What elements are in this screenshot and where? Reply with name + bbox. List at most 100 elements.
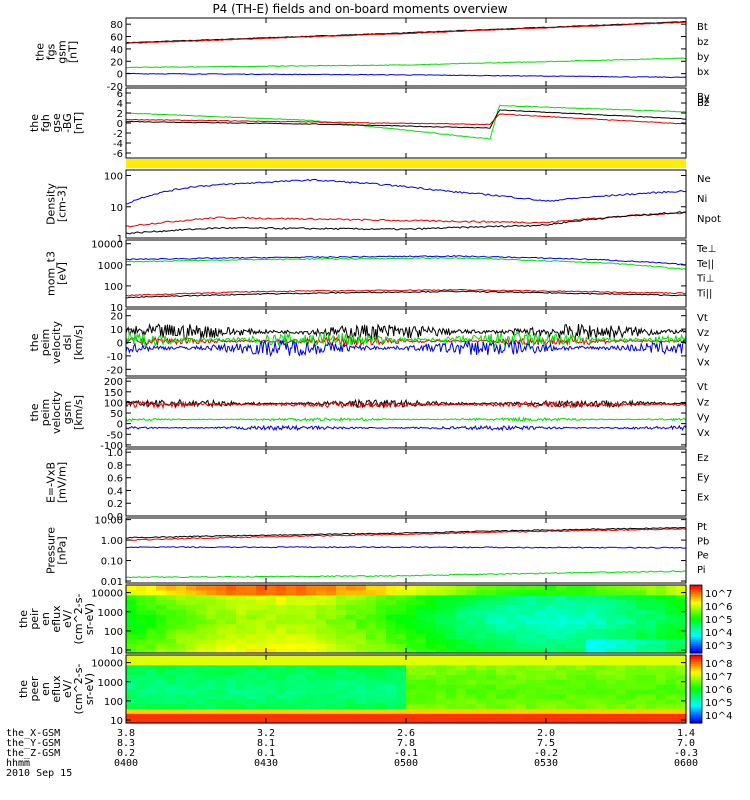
spectrogram-cell xyxy=(356,643,367,649)
spectrogram-cell xyxy=(276,609,287,615)
spectrogram-cell xyxy=(176,679,187,685)
spectrogram-cell xyxy=(456,693,467,700)
spectrogram-cell xyxy=(126,689,137,695)
spectrogram-cell xyxy=(646,623,657,630)
spectrogram-cell xyxy=(546,638,557,644)
spectrogram-cell xyxy=(126,713,137,719)
spectrogram-cell xyxy=(156,718,167,724)
spectrogram-cell xyxy=(666,614,677,620)
spectrogram-cell xyxy=(196,718,207,724)
colorbar-segment xyxy=(690,628,702,631)
y-axis-label-line: peer xyxy=(28,676,41,702)
spectrogram-cell xyxy=(516,643,527,649)
spectrogram-cell xyxy=(296,669,307,676)
spectrogram-cell xyxy=(266,718,277,724)
spectrogram-cell xyxy=(276,599,287,606)
ephemeris-value: 0.1 xyxy=(257,748,275,759)
spectrogram-cell xyxy=(316,698,327,705)
spectrogram-cell xyxy=(286,589,297,596)
spectrogram-cell xyxy=(176,698,187,705)
ephemeris-value: 0500 xyxy=(394,758,418,769)
spectrogram-cell xyxy=(166,708,177,714)
spectrogram-cell xyxy=(296,703,307,710)
spectrogram-cell xyxy=(596,664,607,671)
spectrogram-cell xyxy=(316,609,327,615)
spectrogram-cell xyxy=(316,684,327,690)
panels: Btbzbybx806040200-20thefgsgsm[nT]ByBxBz6… xyxy=(17,17,732,727)
spectrogram-cell xyxy=(186,609,197,615)
spectrogram-cell xyxy=(676,703,687,710)
y-axis-label-line: [cm-3] xyxy=(56,186,69,222)
spectrogram-cell xyxy=(416,698,427,705)
spectrogram-cell xyxy=(656,599,667,606)
spectrogram-cell xyxy=(606,633,617,640)
spectrogram-cell xyxy=(586,628,597,635)
spectrogram-cell xyxy=(336,619,347,625)
spectrogram-cell xyxy=(536,585,547,591)
spectrogram-cell xyxy=(306,713,317,719)
y-tick-label: -2 xyxy=(113,129,123,140)
spectrogram-cell xyxy=(486,643,497,649)
spectrogram-cell xyxy=(666,664,677,671)
spectrogram-cell xyxy=(596,589,607,596)
spectrogram-cell xyxy=(176,619,187,625)
spectrogram-cell xyxy=(526,684,537,690)
spectrogram-cell xyxy=(566,679,577,685)
spectrogram-cell xyxy=(646,713,657,719)
spectrogram-cell xyxy=(516,703,527,710)
spectrogram-cell xyxy=(156,594,167,601)
spectrogram-cell xyxy=(136,609,147,615)
spectrogram-cell xyxy=(336,638,347,644)
spectrogram-cell xyxy=(296,679,307,685)
spectrogram-cell xyxy=(556,669,567,676)
y-axis-label-line: [eV] xyxy=(56,262,69,285)
spectrogram-cell xyxy=(206,708,217,714)
spectrogram-cell xyxy=(256,659,267,666)
colorbar-segment xyxy=(690,596,702,600)
spectrogram-cell xyxy=(226,655,237,661)
spectrogram-cell xyxy=(266,693,277,700)
spectrogram-cell xyxy=(186,689,197,695)
spectrogram-cell xyxy=(206,689,217,695)
y-tick-label: 50 xyxy=(110,409,123,420)
spectrogram-cell xyxy=(596,648,607,654)
spectrogram-cell xyxy=(606,689,617,695)
spectrogram-cell xyxy=(406,589,417,596)
spectrogram-cell xyxy=(526,585,537,591)
spectrogram-cell xyxy=(506,619,517,625)
spectrogram-cell xyxy=(436,689,447,695)
spectrogram-cell xyxy=(486,669,497,676)
y-axis-label-line: eflux xyxy=(50,605,63,633)
spectrogram-cell xyxy=(476,689,487,695)
spectrogram-cell xyxy=(196,638,207,644)
spectrogram-cell xyxy=(156,684,167,690)
spectrogram-cell xyxy=(276,643,287,649)
spectrogram-cell xyxy=(356,684,367,690)
spectrogram-cell xyxy=(596,655,607,661)
spectrogram-cell xyxy=(366,718,377,724)
spectrogram-cell xyxy=(216,633,227,640)
colorbar-segment xyxy=(690,600,702,604)
spectrogram-cell xyxy=(576,718,587,724)
spectrogram-cell xyxy=(526,669,537,676)
spectrogram-cell xyxy=(436,713,447,719)
spectrogram-cell xyxy=(396,643,407,649)
spectrogram-cell xyxy=(256,713,267,719)
spectrogram-cell xyxy=(616,585,627,591)
spectrogram-cell xyxy=(166,585,177,591)
spectrogram-cell xyxy=(246,669,257,676)
spectrogram-cell xyxy=(346,633,357,640)
spectrogram-cell xyxy=(416,713,427,719)
spectrogram-cell xyxy=(626,614,637,620)
spectrogram-cell xyxy=(656,669,667,676)
spectrogram-cell xyxy=(606,609,617,615)
spectrogram-cell xyxy=(396,684,407,690)
spectrogram-cell xyxy=(246,623,257,630)
spectrogram-cell xyxy=(516,619,527,625)
spectrogram-cell xyxy=(646,659,657,666)
spectrogram-cell xyxy=(416,655,427,661)
spectrogram-cell xyxy=(486,655,497,661)
spectrogram-cell xyxy=(406,664,417,671)
spectrogram-cell xyxy=(416,643,427,649)
spectrogram-cell xyxy=(196,604,207,610)
